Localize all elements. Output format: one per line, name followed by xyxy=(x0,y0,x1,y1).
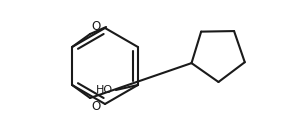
Text: HO: HO xyxy=(96,85,113,95)
Text: O: O xyxy=(91,100,100,113)
Text: O: O xyxy=(91,20,100,33)
